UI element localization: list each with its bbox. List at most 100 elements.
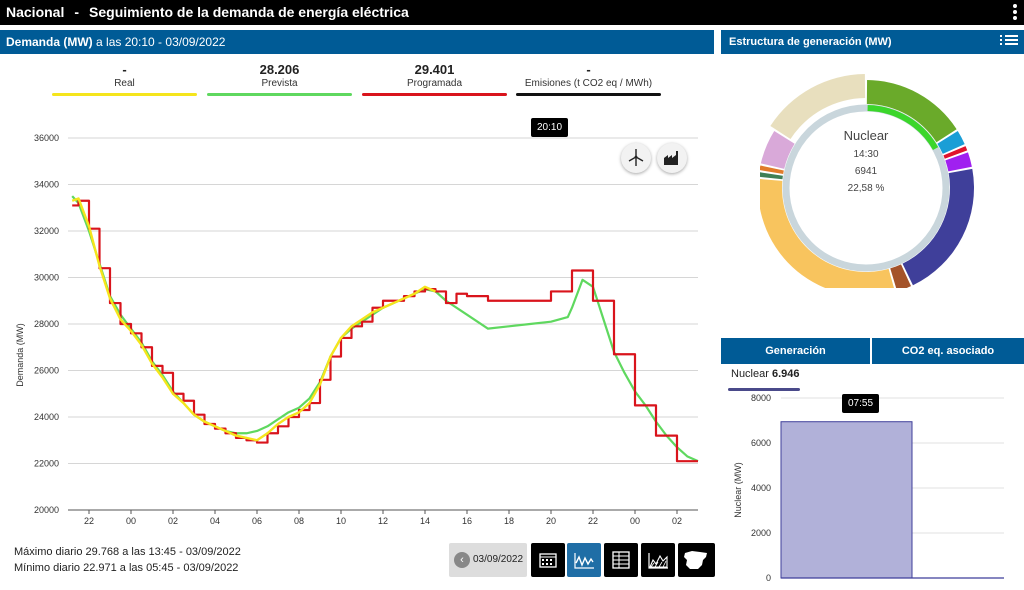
- nuclear-series-label[interactable]: Nuclear 6.946: [731, 368, 800, 380]
- legend-emisiones[interactable]: - Emisiones (t CO2 eq / MWh): [516, 62, 661, 96]
- calendar-icon: [539, 553, 557, 568]
- daily-max: Máximo diario 29.768 a las 13:45 - 03/09…: [14, 546, 241, 558]
- demand-y-tick-label: 28000: [34, 319, 59, 329]
- generation-tabs: Generación CO2 eq. asociado: [721, 338, 1024, 364]
- demand-y-tick-label: 36000: [34, 133, 59, 143]
- nuclear-series-value: 6.946: [771, 368, 800, 380]
- donut-segment-cogeneración[interactable]: [760, 165, 784, 175]
- structure-panel-title: Estructura de generación (MW): [729, 36, 892, 48]
- series-line-real[interactable]: [71, 197, 436, 442]
- demand-x-tick-label: 16: [462, 516, 472, 526]
- donut-center-name: Nuclear: [843, 128, 889, 143]
- donut-segment-hidráulica[interactable]: [937, 131, 965, 154]
- bar-y-axis-label: Nuclear (MW): [733, 462, 743, 518]
- legend-emisiones-swatch: [516, 93, 661, 96]
- map-view-button[interactable]: [678, 543, 715, 577]
- table-view-button[interactable]: [604, 543, 638, 577]
- legend-programada-label: Programada: [406, 78, 463, 89]
- line-chart-icon: [574, 553, 594, 569]
- demand-x-tick-label: 22: [84, 516, 94, 526]
- bar-y-tick-label: 6000: [751, 438, 771, 448]
- nuclear-bar[interactable]: [780, 421, 913, 579]
- demand-tooltip: 20:10: [531, 118, 569, 137]
- legend-real-swatch: [52, 93, 197, 96]
- donut-segment-turbinación[interactable]: [760, 131, 795, 169]
- legend-real-label: Real: [114, 78, 135, 89]
- region-label[interactable]: Nacional: [6, 4, 65, 20]
- donut-center-percent: 22,58 %: [847, 183, 885, 194]
- legend-prevista-value: 28.206: [259, 62, 300, 77]
- demand-x-tick-label: 18: [504, 516, 514, 526]
- demand-panel-subtitle: a las 20:10 - 03/09/2022: [96, 35, 226, 49]
- demand-chart[interactable]: 20000 22000 24000 26000 28000 30000 32000 34000…: [0, 110, 714, 540]
- factory-filter-button[interactable]: [657, 143, 687, 173]
- donut-center-value: 6941: [854, 166, 878, 177]
- donut-segment-nuclear[interactable]: [770, 74, 866, 140]
- table-icon: [612, 551, 630, 569]
- legend-prevista[interactable]: 28.206 Prevista: [207, 62, 352, 96]
- legend-emisiones-value: -: [586, 62, 591, 77]
- demand-x-tick-label: 14: [420, 516, 430, 526]
- nuclear-series-name: Nuclear: [731, 368, 769, 380]
- legend-programada[interactable]: 29.401 Programada: [362, 62, 507, 96]
- factory-icon: [664, 151, 678, 165]
- spain-map-icon: [684, 551, 707, 569]
- title-separator: -: [74, 4, 80, 20]
- legend-programada-swatch: [362, 93, 507, 96]
- nuclear-bar-chart[interactable]: 0 2000 4000 6000 8000 Nuclear (MW): [721, 390, 1024, 590]
- bar-tooltip: 07:55: [842, 394, 880, 413]
- demand-x-tick-label: 00: [126, 516, 136, 526]
- chevron-left-icon[interactable]: ‹: [454, 552, 470, 568]
- donut-segment-solar-térmica[interactable]: [943, 146, 968, 159]
- daily-min: Mínimo diario 22.971 a las 05:45 - 03/09…: [14, 562, 239, 574]
- donut-segment-otras[interactable]: [945, 152, 972, 172]
- demand-y-tick-label: 30000: [34, 273, 59, 283]
- legend-real-value: -: [122, 62, 127, 77]
- donut-segment-residuos[interactable]: [760, 172, 783, 180]
- list-icon[interactable]: [1000, 35, 1018, 49]
- demand-panel-title: Demanda (MW): [6, 35, 93, 49]
- series-line-programada[interactable]: [72, 199, 698, 463]
- page-title: Seguimiento de la demanda de energía elé…: [89, 4, 409, 20]
- donut-center-info: Nuclear 14:30 6941 22,58 %: [800, 128, 932, 200]
- donut-segment-solar-fotovoltaica[interactable]: [760, 179, 895, 288]
- wind-turbine-icon: [628, 149, 644, 166]
- donut-segment-carbón[interactable]: [890, 264, 912, 288]
- more-options-icon[interactable]: [1012, 3, 1018, 22]
- area-chart-view-button[interactable]: [641, 543, 675, 577]
- legend-prevista-swatch: [207, 93, 352, 96]
- tab-generacion[interactable]: Generación: [721, 338, 870, 364]
- demand-y-tick-label: 26000: [34, 366, 59, 376]
- generation-structure-donut[interactable]: [760, 58, 980, 288]
- area-chart-icon: [648, 553, 668, 569]
- bar-y-tick-label: 0: [766, 573, 771, 583]
- tab-co2[interactable]: CO2 eq. asociado: [872, 338, 1024, 364]
- demand-panel-header: Demanda (MW) a las 20:10 - 03/09/2022: [0, 30, 714, 54]
- demand-x-tick-label: 20: [546, 516, 556, 526]
- demand-x-tick-label: 22: [588, 516, 598, 526]
- structure-panel-header: Estructura de generación (MW): [721, 30, 1024, 54]
- donut-segment-eólica[interactable]: [866, 80, 957, 143]
- line-chart-view-button[interactable]: [567, 543, 601, 577]
- series-line-prevista[interactable]: [71, 195, 699, 463]
- donut-selected-arc: [867, 105, 939, 151]
- demand-x-tick-label: 04: [210, 516, 220, 526]
- demand-y-tick-label: 24000: [34, 412, 59, 422]
- demand-y-tick-label: 34000: [34, 180, 59, 190]
- nuclear-series-underline: [728, 388, 800, 391]
- demand-x-tick-label: 00: [630, 516, 640, 526]
- bar-y-tick-label: 2000: [751, 528, 771, 538]
- top-bar: Nacional - Seguimiento de la demanda de en…: [0, 0, 1024, 25]
- wind-filter-button[interactable]: [621, 143, 651, 173]
- date-picker-button[interactable]: ‹ 03/09/2022: [449, 543, 527, 577]
- legend-real[interactable]: - Real: [52, 62, 197, 96]
- demand-y-tick-label: 32000: [34, 226, 59, 236]
- calendar-view-button[interactable]: [531, 543, 565, 577]
- demand-y-tick-label: 20000: [34, 505, 59, 515]
- demand-x-tick-label: 08: [294, 516, 304, 526]
- bar-y-tick-label: 8000: [751, 393, 771, 403]
- donut-segment-ciclo-combinado[interactable]: [902, 168, 974, 286]
- demand-x-tick-label: 10: [336, 516, 346, 526]
- donut-center-time: 14:30: [853, 149, 879, 160]
- legend-emisiones-label: Emisiones (t CO2 eq / MWh): [524, 78, 653, 89]
